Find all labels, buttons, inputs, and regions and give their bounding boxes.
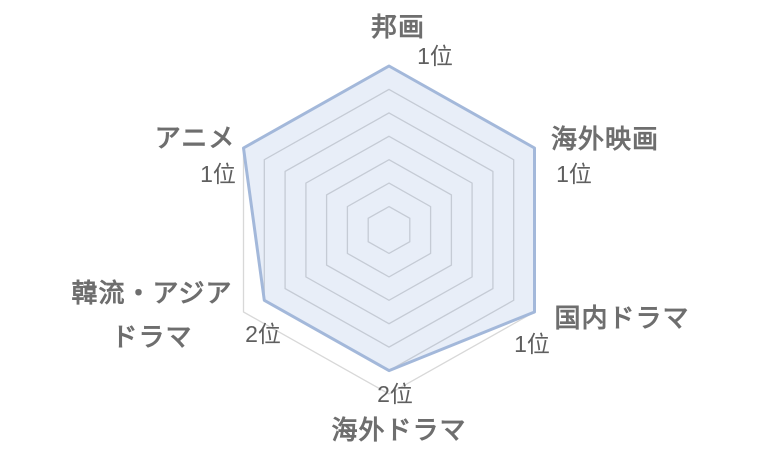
grid-ring-3 (325, 158, 453, 302)
data-series-polygon (242, 64, 536, 373)
grid-ring-2 (346, 182, 432, 278)
grid-ring-5 (284, 112, 494, 348)
grid-ring-4 (305, 135, 473, 325)
grid-ring-1 (367, 205, 411, 255)
